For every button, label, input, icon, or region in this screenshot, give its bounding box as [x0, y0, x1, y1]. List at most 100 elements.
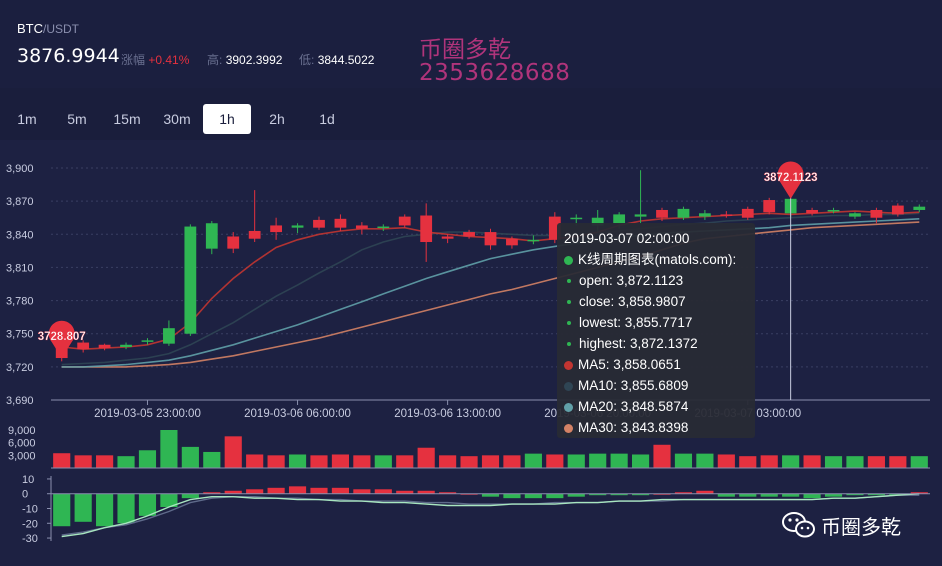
tab-15m[interactable]: 15m	[113, 111, 141, 127]
interval-tabs: 1m 5m 15m 30m 1h 2h 1d	[0, 104, 942, 136]
tab-5m[interactable]: 5m	[67, 111, 87, 127]
candle	[484, 228, 497, 250]
volume-tick-label: 6,000	[8, 438, 36, 450]
macd-histogram-bar	[160, 493, 178, 508]
tooltip-ma30-value: MA30: 3,843.8398	[578, 420, 689, 435]
candle	[398, 214, 411, 228]
volume-bar	[181, 446, 199, 468]
candle-body	[184, 226, 197, 334]
macd-histogram-bar	[674, 492, 693, 494]
macd-histogram-bar	[589, 493, 607, 496]
candle-body	[506, 238, 518, 246]
wechat-icon	[782, 512, 815, 538]
volume-bar	[203, 451, 221, 468]
candle	[120, 342, 132, 350]
candle-body	[313, 219, 325, 228]
macd-histogram-bar	[396, 490, 414, 494]
candle-body	[334, 218, 347, 228]
macd-histogram-bar	[739, 493, 757, 497]
crosshair-tooltip: 2019-03-07 02:00:00 K线周期图表(matols.com): …	[557, 223, 755, 438]
tooltip-close: close: 3,858.9807	[564, 291, 748, 312]
ma5-dot-icon	[564, 360, 573, 370]
candle-body	[77, 342, 90, 350]
macd-histogram-bar	[224, 490, 242, 494]
candle-body	[484, 232, 497, 246]
tooltip-close-value: close: 3,858.9807	[579, 294, 686, 309]
low-label: 低:	[299, 53, 315, 67]
candle	[720, 211, 733, 218]
macd-histogram-bar	[181, 493, 199, 499]
candle-body	[634, 214, 647, 217]
price-tick-label: 3,720	[6, 362, 34, 374]
candle-body	[849, 213, 861, 217]
candle-body	[141, 340, 154, 342]
tab-1h[interactable]: 1h	[203, 104, 251, 134]
macd-histogram-bar	[782, 493, 800, 497]
candle	[77, 340, 90, 353]
volume-bar	[117, 456, 135, 468]
volume-bar	[803, 455, 821, 468]
candle	[656, 207, 668, 222]
candle	[163, 320, 175, 346]
macd-histogram-bar	[288, 486, 307, 494]
tooltip-lowest: lowest: 3,855.7717	[564, 312, 748, 333]
macd-histogram-bar	[803, 493, 821, 499]
price-tick-label: 3,810	[6, 262, 34, 274]
market-header: BTC/USDT 3876.9944 涨幅 +0.41% 高: 3902.399…	[0, 0, 942, 88]
candle	[184, 224, 197, 336]
chart-area[interactable]: 3,900 3,870 3,840 3,810 3,780 3,750 3,720 3,690…	[0, 140, 942, 566]
volume-tick-label: 3,000	[8, 450, 36, 462]
axis-labels: 3,900 3,870 3,840 3,810 3,780 3,750 3,720 3,690…	[6, 163, 930, 545]
kline-chart[interactable]: 3,900 3,870 3,840 3,810 3,780 3,750 3,720 3,690…	[0, 140, 942, 566]
candle	[634, 170, 647, 224]
candle-body	[698, 213, 711, 217]
candle	[677, 206, 690, 220]
tab-30m[interactable]: 30m	[163, 111, 191, 127]
volume-bar	[674, 453, 693, 468]
ma30-line	[61, 221, 920, 368]
macd-histogram-bar	[117, 493, 135, 524]
x-tick-label: 2019-03-05 23:00:00	[94, 408, 201, 420]
candle	[227, 232, 240, 254]
candle-body	[570, 217, 583, 220]
volume-bar	[739, 456, 757, 468]
macd-tick-label: -10	[22, 504, 38, 516]
macd-histogram-bar	[889, 493, 907, 496]
volume-bar	[867, 456, 885, 468]
tooltip-series: K线周期图表(matols.com):	[564, 249, 748, 270]
price-pin-marker: 3728.807	[38, 320, 86, 359]
pin-icon	[777, 161, 804, 199]
volume-bar	[503, 455, 521, 468]
tooltip-ma5-value: MA5: 3,858.0651	[578, 357, 681, 372]
tooltip-ma30: MA30: 3,843.8398	[564, 417, 748, 438]
volume-bar	[74, 455, 92, 468]
macd-histogram-bar	[846, 493, 864, 496]
candle	[334, 214, 347, 231]
tab-2h[interactable]: 2h	[269, 111, 285, 127]
high-stat: 高: 3902.3992	[207, 51, 282, 68]
volume-bar	[589, 453, 607, 468]
candle-body	[441, 236, 454, 239]
macd-histogram-bar	[760, 493, 778, 497]
candle-body	[741, 208, 754, 218]
volume-bar	[160, 430, 178, 468]
pin-icon	[48, 320, 75, 359]
volume-bar	[417, 447, 435, 468]
ma30-dot-icon	[564, 423, 573, 433]
watermark-phone: 2353628688	[419, 60, 571, 86]
watermark-title: 币圈多乾	[419, 37, 511, 63]
price-markers: 3728.807 3872.1123	[38, 161, 818, 400]
volume-bar	[824, 456, 843, 468]
tab-1m[interactable]: 1m	[17, 111, 37, 127]
candle-body	[656, 209, 668, 218]
pair-quote: /USDT	[43, 22, 79, 36]
tab-1d[interactable]: 1d	[319, 111, 335, 127]
macd-histogram-bar	[267, 487, 285, 494]
volume-bar	[460, 456, 478, 468]
low-value: 3844.5022	[317, 53, 375, 67]
volume-bar	[439, 455, 457, 468]
price-tick-label: 3,780	[6, 296, 34, 308]
volume-bar	[653, 444, 671, 468]
candle-body	[463, 232, 475, 237]
candle	[377, 224, 390, 231]
